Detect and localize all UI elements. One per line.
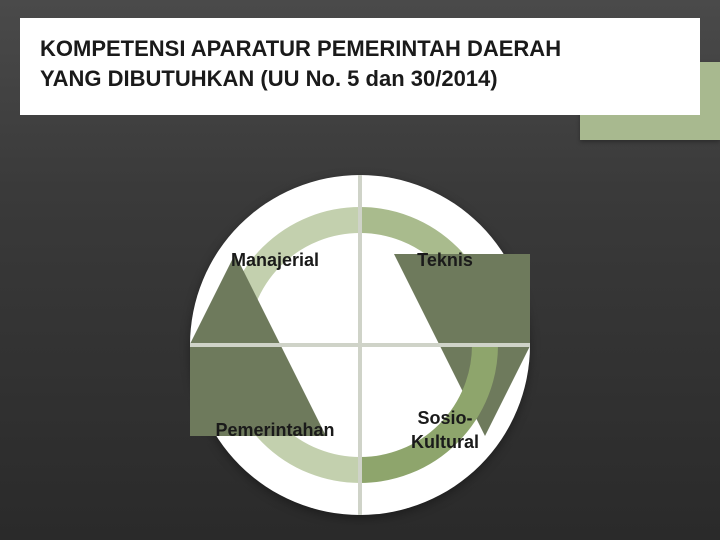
title-line-2: YANG DIBUTUHKAN (UU No. 5 dan 30/2014) [40, 66, 498, 91]
diagram-area: Manajerial Teknis Pemerintahan Sosio- Ku… [0, 150, 720, 540]
title-panel: KOMPETENSI APARATUR PEMERINTAH DAERAH YA… [20, 18, 700, 115]
cycle-diagram: Manajerial Teknis Pemerintahan Sosio- Ku… [190, 175, 530, 515]
quadrant-label: Teknis [417, 250, 473, 271]
slide-title: KOMPETENSI APARATUR PEMERINTAH DAERAH YA… [40, 34, 680, 93]
quadrant-top-left: Manajerial [190, 175, 360, 345]
quadrant-label: Sosio- Kultural [411, 406, 479, 455]
quadrant-bottom-right: Sosio- Kultural [360, 345, 530, 515]
quadrant-bottom-left: Pemerintahan [190, 345, 360, 515]
title-line-1: KOMPETENSI APARATUR PEMERINTAH DAERAH [40, 36, 561, 61]
quadrant-label: Pemerintahan [215, 420, 334, 441]
quadrant-label: Manajerial [231, 250, 319, 271]
quadrant-top-right: Teknis [360, 175, 530, 345]
